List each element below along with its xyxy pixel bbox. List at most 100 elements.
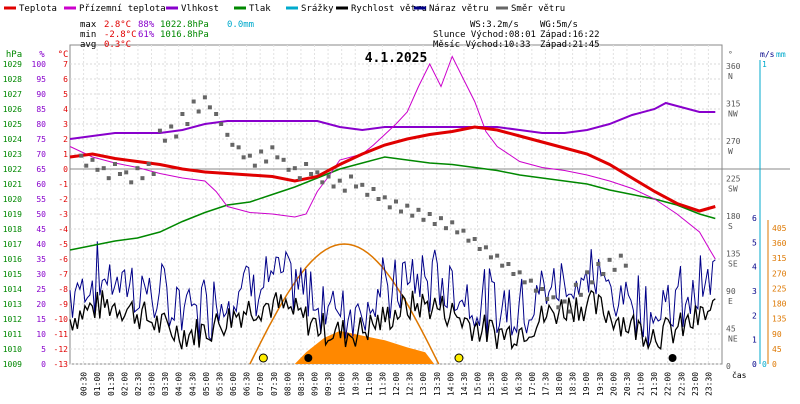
tick-time: 12:30: [406, 372, 415, 396]
wind-dir-dot: [230, 142, 235, 147]
wind-dir-dot: [129, 180, 134, 185]
wind-dir-dot: [533, 288, 538, 293]
tick-deg-dir: NE: [728, 335, 738, 344]
tick-hpa: 1017: [3, 240, 22, 249]
stat-max-temp: 2.8°C: [104, 20, 131, 30]
tick-time: 12:00: [392, 372, 401, 396]
tick-hpa: 1011: [3, 330, 22, 339]
wind-dir-dot: [438, 216, 443, 221]
tick-pct: 10: [36, 330, 46, 339]
tick-wm2: 315: [772, 254, 787, 263]
tick-celsius: -7: [58, 270, 68, 279]
wind-dir-dot: [270, 145, 275, 150]
wind-dir-dot: [241, 155, 246, 160]
tick-time: 19:00: [582, 372, 591, 396]
wind-dir-dot: [309, 172, 314, 176]
tick-pct: 55: [36, 195, 46, 204]
tick-celsius: -6: [58, 255, 68, 264]
wind-dir-dot: [421, 217, 426, 222]
tick-celsius: -8: [58, 285, 68, 294]
legend-label: Přízemní teplota: [79, 4, 166, 14]
tick-time: 23:00: [691, 372, 700, 396]
tick-hpa: 1027: [3, 90, 22, 99]
moon-marker: [304, 354, 313, 362]
wind-dir-dot: [275, 155, 280, 160]
axis-deg-label: °: [728, 50, 733, 59]
tick-celsius: 2: [63, 135, 68, 144]
tick-celsius: -5: [58, 240, 68, 249]
tick-time: 01:30: [107, 372, 116, 396]
tick-ms: 5: [752, 238, 757, 247]
legend-label: Náraz větru: [429, 4, 489, 14]
tick-hpa: 1018: [3, 225, 22, 234]
wind-dir-dot: [443, 226, 448, 231]
info-ws: WS:3.2m/s: [470, 20, 519, 30]
tick-celsius: -10: [54, 315, 69, 324]
tick-deg: 225: [726, 175, 741, 184]
wind-dir-dot: [590, 280, 595, 285]
moon-marker: [668, 354, 677, 362]
wind-dir-dot: [500, 263, 505, 268]
tick-wm2: 180: [772, 300, 787, 309]
tick-time: 00:30: [80, 372, 89, 396]
chart-title: 4.1.2025: [365, 51, 428, 66]
tick-hpa: 1029: [3, 60, 22, 69]
tick-ms: 6: [752, 214, 757, 223]
info-sunset: Západ:16:22: [540, 30, 600, 40]
tick-celsius: 0: [63, 165, 68, 174]
wind-dir-dot: [477, 247, 482, 251]
tick-time: 07:30: [270, 372, 279, 396]
tick-pct: 15: [36, 315, 46, 324]
axis-celsius-label: °C: [58, 50, 69, 60]
wind-dir-dot: [135, 166, 140, 171]
tick-deg: 360: [726, 62, 741, 71]
tick-pct: 80: [36, 120, 46, 129]
wind-dir-dot: [84, 163, 89, 168]
wind-dir-dot: [326, 174, 331, 179]
wind-dir-dot: [90, 157, 95, 162]
wind-dir-dot: [304, 162, 309, 166]
tick-time: 03:00: [148, 372, 157, 396]
tick-time: 03:30: [161, 372, 170, 396]
tick-time: 10:30: [351, 372, 360, 396]
wind-dir-dot: [162, 138, 167, 143]
tick-hpa: 1009: [3, 360, 22, 369]
wind-dir-dot: [612, 267, 617, 272]
tick-time: 09:00: [311, 372, 320, 396]
wind-dir-dot: [79, 153, 84, 158]
wind-dir-dot: [405, 203, 410, 208]
tick-time: 23:30: [704, 372, 713, 396]
axis-pct-label: %: [39, 50, 45, 60]
tick-deg: 315: [726, 100, 741, 109]
wind-dir-dot: [382, 195, 387, 200]
wind-dir-dot: [427, 212, 432, 216]
tick-time: 06:00: [229, 372, 238, 396]
stat-min-press: 1016.8hPa: [160, 30, 209, 40]
wind-dir-dot: [337, 178, 342, 183]
wind-dir-dot: [292, 166, 297, 171]
tick-time: 21:30: [650, 372, 659, 396]
tick-time: 05:00: [202, 372, 211, 396]
tick-time: 19:30: [596, 372, 605, 396]
tick-wm2: 0: [772, 360, 777, 369]
wind-dir-dot: [540, 287, 545, 291]
wind-dir-dot: [360, 182, 365, 187]
wind-dir-dot: [286, 167, 291, 172]
tick-deg: 180: [726, 212, 741, 221]
tick-hpa: 1028: [3, 75, 22, 84]
info-moonset: Západ:21:45: [540, 40, 600, 50]
ground-temp-line: [69, 55, 716, 260]
wind-dir-dot: [101, 166, 106, 171]
axis-hpa-label: hPa: [6, 50, 22, 60]
tick-time: 17:00: [528, 372, 537, 396]
wind-dir-dot: [371, 187, 376, 191]
tick-pct: 100: [32, 60, 47, 69]
tick-wm2: 45: [772, 345, 782, 354]
tick-time: 22:00: [664, 372, 673, 396]
tick-time: 08:00: [283, 372, 292, 396]
wind-dir-dot: [528, 278, 533, 283]
radiation-area: [294, 330, 435, 364]
wind-dir-dot: [394, 199, 398, 204]
tick-time: 07:00: [256, 372, 265, 396]
